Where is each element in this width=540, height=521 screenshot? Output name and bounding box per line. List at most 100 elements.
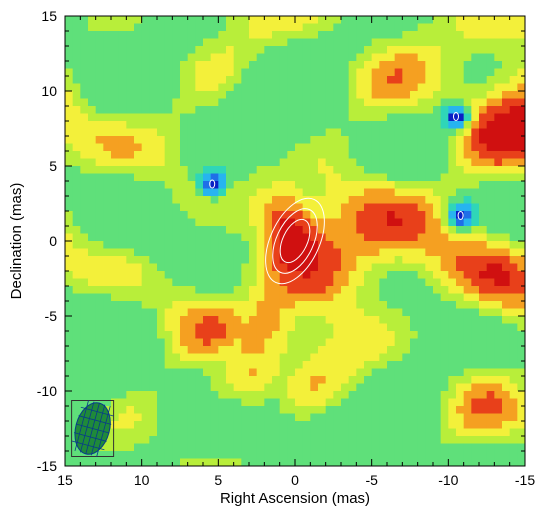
heatmap-cell xyxy=(479,458,488,466)
heatmap-cell xyxy=(210,346,219,355)
heatmap-cell xyxy=(364,368,373,377)
heatmap-cell xyxy=(157,428,166,437)
heatmap-cell xyxy=(410,53,419,62)
heatmap-cell xyxy=(310,331,319,340)
heatmap-cell xyxy=(118,391,127,400)
heatmap-cell xyxy=(387,271,396,280)
heatmap-cell xyxy=(279,226,288,235)
heatmap-cell xyxy=(164,233,173,242)
heatmap-cell xyxy=(486,346,495,355)
heatmap-cell xyxy=(440,38,449,47)
heatmap-cell xyxy=(249,256,258,265)
heatmap-cell xyxy=(72,376,81,385)
heatmap-cell xyxy=(134,338,143,347)
heatmap-cell xyxy=(310,323,319,332)
heatmap-cell xyxy=(264,31,273,40)
heatmap-cell xyxy=(310,46,319,55)
heatmap-cell xyxy=(80,293,89,302)
heatmap-cell xyxy=(310,278,319,287)
heatmap-cell xyxy=(295,278,304,287)
heatmap-cell xyxy=(88,278,97,287)
heatmap-cell xyxy=(325,121,334,130)
heatmap-cell xyxy=(164,458,173,466)
heatmap-cell xyxy=(187,391,196,400)
heatmap-cell xyxy=(149,218,158,227)
heatmap-cell xyxy=(379,391,388,400)
heatmap-cell xyxy=(149,286,158,295)
heatmap-cell xyxy=(410,256,419,265)
heatmap-cell xyxy=(103,91,112,100)
heatmap-cell xyxy=(356,368,365,377)
heatmap-cell xyxy=(180,451,189,460)
heatmap-cell xyxy=(203,83,212,92)
heatmap-cell xyxy=(218,106,227,115)
heatmap-cell xyxy=(149,376,158,385)
heatmap-cell xyxy=(456,353,465,362)
heatmap-cell xyxy=(394,91,403,100)
heatmap-cell xyxy=(479,61,488,70)
heatmap-cell xyxy=(195,106,204,115)
heatmap-cell xyxy=(272,376,281,385)
heatmap-cell xyxy=(387,338,396,347)
heatmap-cell xyxy=(149,143,158,152)
heatmap-cell xyxy=(241,421,250,430)
heatmap-cell xyxy=(440,293,449,302)
heatmap-cell xyxy=(433,248,442,257)
heatmap-cell xyxy=(272,248,281,257)
heatmap-cell xyxy=(95,451,104,460)
heatmap-cell xyxy=(126,338,135,347)
heatmap-cell xyxy=(425,338,434,347)
heatmap-cell xyxy=(226,83,235,92)
heatmap-cell xyxy=(187,151,196,160)
heatmap-cell xyxy=(394,151,403,160)
heatmap-cell xyxy=(233,293,242,302)
heatmap-cell xyxy=(486,451,495,460)
heatmap-cell xyxy=(448,346,457,355)
heatmap-cell xyxy=(72,143,81,152)
heatmap-cell xyxy=(486,113,495,122)
heatmap-cell xyxy=(203,76,212,85)
heatmap-cell xyxy=(325,458,334,466)
heatmap-cell xyxy=(249,233,258,242)
heatmap-cell xyxy=(402,443,411,452)
heatmap-cell xyxy=(218,233,227,242)
heatmap-cell xyxy=(287,113,296,122)
heatmap-cell xyxy=(157,226,166,235)
heatmap-cell xyxy=(218,91,227,100)
heatmap-cell xyxy=(80,248,89,257)
heatmap-cell xyxy=(394,436,403,445)
heatmap-cell xyxy=(272,428,281,437)
heatmap-cell xyxy=(157,38,166,47)
heatmap-cell xyxy=(410,331,419,340)
heatmap-cell xyxy=(325,203,334,212)
heatmap-cell xyxy=(417,323,426,332)
heatmap-cell xyxy=(494,53,503,62)
heatmap-cell xyxy=(479,256,488,265)
heatmap-cell xyxy=(203,256,212,265)
heatmap-cell xyxy=(387,248,396,257)
heatmap-cell xyxy=(318,331,327,340)
heatmap-cell xyxy=(164,406,173,415)
heatmap-cell xyxy=(187,421,196,430)
heatmap-cell xyxy=(187,451,196,460)
heatmap-cell xyxy=(134,428,143,437)
heatmap-cell xyxy=(141,413,150,422)
heatmap-cell xyxy=(203,31,212,40)
heatmap-cell xyxy=(348,128,357,137)
heatmap-cell xyxy=(103,323,112,332)
heatmap-cell xyxy=(394,293,403,302)
heatmap-cell xyxy=(479,128,488,137)
heatmap-cell xyxy=(157,151,166,160)
heatmap-cell xyxy=(134,91,143,100)
heatmap-cell xyxy=(356,256,365,265)
heatmap-cell xyxy=(210,233,219,242)
heatmap-cell xyxy=(387,181,396,190)
heatmap-cell xyxy=(126,323,135,332)
heatmap-cell xyxy=(348,316,357,325)
heatmap-cell xyxy=(318,158,327,167)
heatmap-cell xyxy=(341,188,350,197)
heatmap-cell xyxy=(387,353,396,362)
heatmap-cell xyxy=(341,98,350,107)
heatmap-cell xyxy=(471,263,480,272)
heatmap-cell xyxy=(65,428,74,437)
